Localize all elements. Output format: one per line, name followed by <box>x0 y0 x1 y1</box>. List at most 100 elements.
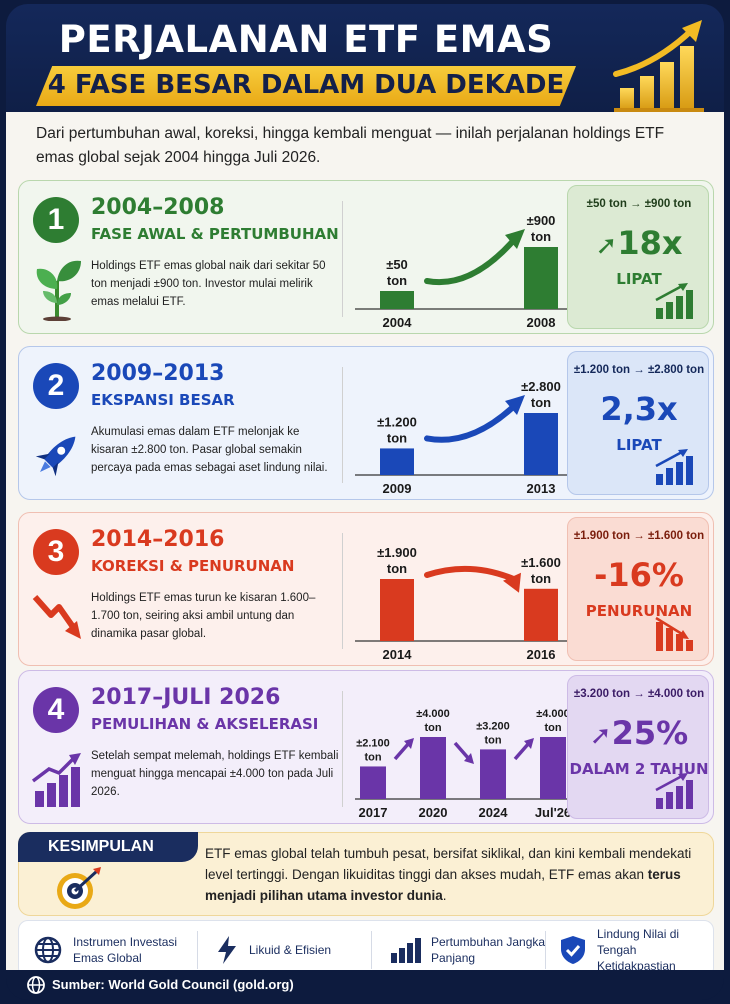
bar <box>360 766 386 799</box>
subtitle-ribbon <box>36 66 576 106</box>
bar-growth-icon <box>655 773 693 809</box>
conclusion-label: KESIMPULAN <box>18 832 198 862</box>
feature-label: Lindung Nilai di Tengah Ketidakpastian <box>597 927 680 973</box>
bar-growth-icon <box>655 283 693 319</box>
trend-arrowhead <box>524 738 534 749</box>
phase-years: 2017–JULI 2026 <box>91 685 281 710</box>
shield-check-icon <box>561 936 585 964</box>
gold-bar-chart-icon <box>613 20 704 112</box>
feature-label: Pertumbuhan Jangka Panjang <box>431 935 546 965</box>
stat-value: ➚25% <box>568 714 710 752</box>
stat-value-text: 25% <box>611 714 689 752</box>
bar <box>524 413 558 475</box>
data-label: ±2.100 <box>356 737 390 749</box>
tick-label: 2014 <box>383 647 413 662</box>
tick-label: 2013 <box>527 481 556 496</box>
data-label-unit: ton <box>387 561 407 576</box>
trend-arrow <box>424 404 516 443</box>
bar <box>420 737 446 799</box>
phase-3-card: 3 2014–2016 KOREKSI & PENURUNAN Holdings… <box>18 512 714 666</box>
data-label: ±4.000 <box>416 708 450 720</box>
bar-chart-icon <box>391 938 421 963</box>
data-label-unit: ton <box>531 571 551 586</box>
phase-4-stat-box: ±3.200 ton → ±4.000 ton ➚25% DALAM 2 TAH… <box>567 675 709 819</box>
data-label-unit: ton <box>531 229 551 244</box>
intro-text: Dari pertumbuhan awal, koreksi, hingga k… <box>36 125 665 166</box>
data-label: ±3.200 <box>476 720 510 732</box>
data-label: ±1.900 <box>377 545 417 560</box>
phase-2-stat-box: ±1.200 ton → ±2.800 ton 2,3x LIPAT <box>567 351 709 495</box>
phase-4-bar-chart: 2017 ±2.100 ton 2020 ±4.000 ton 2024 ±3.200 ton J… <box>355 708 571 820</box>
bar <box>380 579 414 641</box>
data-label: ±1.200 <box>377 414 417 429</box>
trend-arrowhead <box>404 738 414 749</box>
up-arrow-icon: ➚ <box>595 231 618 261</box>
features-bar: Instrumen Investasi Emas Global Likuid &… <box>18 920 714 978</box>
stat-range: ±3.200 ton → ±4.000 ton <box>573 688 705 700</box>
phase-years: 2004–2008 <box>91 195 225 220</box>
bar <box>380 291 414 309</box>
phase-number: 2 <box>33 363 79 409</box>
conclusion-text-part1: ETF emas global telah tumbuh pesat, bers… <box>205 846 692 882</box>
phase-name: EKSPANSI BESAR <box>91 391 235 409</box>
bar-growth-icon <box>655 449 693 485</box>
phase-number: 3 <box>33 529 79 575</box>
bar <box>380 448 414 475</box>
feature-label: Likuid & Efisien <box>249 943 332 957</box>
stat-label: LIPAT <box>616 270 662 288</box>
phase-years: 2009–2013 <box>91 361 225 386</box>
phase-years: 2014–2016 <box>91 527 225 552</box>
separator <box>545 931 546 969</box>
phase-number: 1 <box>33 197 79 243</box>
tick-label: 2004 <box>383 315 413 330</box>
bar <box>480 749 506 799</box>
separator <box>197 931 198 969</box>
phase-3-stat-box: ±1.900 ton → ±1.600 ton -16% PENURUNAN <box>567 517 709 661</box>
stat-label: LIPAT <box>616 436 662 454</box>
phase-1-stat-box: ±50 ton → ±900 ton ➚18x LIPAT <box>567 185 709 329</box>
feature-item: Lindung Nilai di Tengah Ketidakpastian <box>559 921 709 979</box>
data-label: ±2.800 <box>521 379 561 394</box>
rocket-icon <box>35 436 76 477</box>
sprout-icon <box>36 260 81 321</box>
tick-label: Jul'26 <box>535 805 571 820</box>
phase-description: Holdings ETF emas turun ke kisaran 1.600… <box>91 592 316 640</box>
conclusion-box: KESIMPULAN ETF emas global telah tumbuh … <box>18 832 714 916</box>
target-icon <box>57 867 101 909</box>
feature-item: Instrumen Investasi Emas Global <box>33 921 193 979</box>
source-text: Sumber: World Gold Council (gold.org) <box>52 977 294 992</box>
data-label-unit: ton <box>484 734 501 746</box>
bar <box>540 737 566 799</box>
phase-name: PEMULIHAN & AKSELERASI <box>91 715 319 733</box>
content: Dari pertumbuhan awal, koreksi, hingga k… <box>6 112 724 978</box>
trend-arrowhead <box>505 395 525 415</box>
data-label: ±50 <box>386 257 408 272</box>
bar <box>524 247 558 309</box>
phase-4-card: 4 2017–JULI 2026 PEMULIHAN & AKSELERASI … <box>18 670 714 824</box>
divider <box>342 691 343 807</box>
trend-arrow <box>393 741 411 761</box>
phase-description: Setelah sempat melemah, holdings ETF kem… <box>91 750 339 798</box>
stat-range: ±1.200 ton → ±2.800 ton <box>573 364 705 376</box>
stat-value: ➚18x <box>568 224 710 262</box>
feature-item: Likuid & Efisien <box>215 921 375 979</box>
conclusion-text-end: . <box>442 888 447 903</box>
bar-growth-icon <box>31 753 81 807</box>
tick-label: 2020 <box>419 805 448 820</box>
conclusion-text: ETF emas global telah tumbuh pesat, bers… <box>205 843 705 906</box>
globe-icon <box>34 936 62 964</box>
stat-range: ±50 ton → ±900 ton <box>586 198 692 210</box>
bar <box>524 588 558 641</box>
data-label-unit: ton <box>531 395 551 410</box>
globe-icon <box>27 976 45 994</box>
data-label-unit: ton <box>387 430 407 445</box>
divider <box>342 533 343 649</box>
phase-2-card: 2 2009–2013 EKSPANSI BESAR Akumulasi ema… <box>18 346 714 500</box>
data-label: ±900 <box>527 213 556 228</box>
stat-value: -16% <box>594 556 684 594</box>
infographic: PERJALANAN ETF EMAS GLOBAL 4 FASE BESAR … <box>6 4 724 1000</box>
phase-name: FASE AWAL & PERTUMBUHAN <box>91 225 339 243</box>
data-label: ±4.000 <box>536 708 570 720</box>
stat-value-text: 18x <box>617 224 683 262</box>
